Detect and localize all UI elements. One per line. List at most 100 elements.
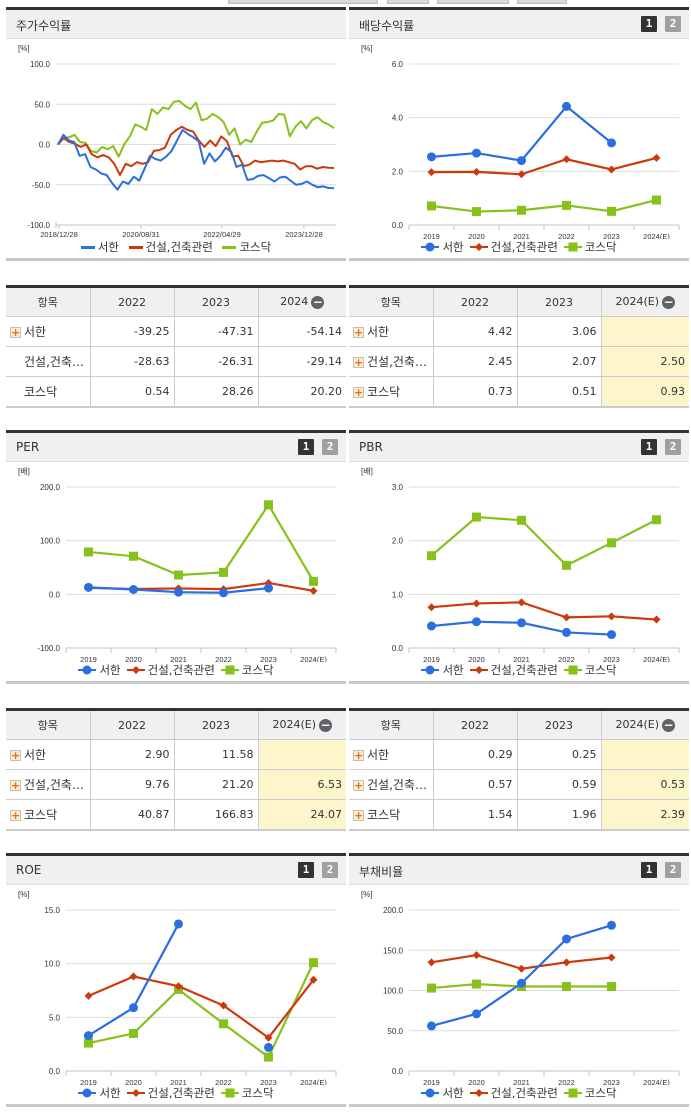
diamond-marker-icon — [469, 666, 488, 674]
chart-legend: 서한 건설,건축관련 코스닥 — [349, 1085, 689, 1101]
view-2-button[interactable]: 2 — [322, 439, 338, 455]
svg-text:2020/08/31: 2020/08/31 — [122, 230, 160, 239]
expand-icon[interactable]: + — [353, 326, 364, 339]
collapse-icon[interactable]: − — [319, 717, 333, 732]
legend-item-seohan[interactable]: 서한 — [80, 239, 119, 255]
collapse-icon[interactable]: − — [662, 717, 676, 732]
expand-icon[interactable]: + — [10, 779, 21, 792]
expand-icon[interactable]: + — [353, 808, 364, 822]
expand-icon[interactable]: + — [353, 385, 364, 399]
view-1-button[interactable]: 1 — [641, 16, 657, 32]
expand-icon[interactable]: + — [10, 749, 21, 762]
chart-area: [%] 200.0 150.0 100.0 50.0 0.0 2019 2020 2021 202… — [349, 885, 689, 1107]
legend-item-construction[interactable]: 건설,건축관련 — [469, 662, 558, 678]
view-2-button[interactable]: 2 — [665, 16, 681, 32]
column-header: 2022 — [89, 709, 174, 740]
expand-icon[interactable]: + — [353, 779, 364, 792]
view-2-button[interactable]: 2 — [322, 862, 338, 878]
stock-return-table: 항목 2022 2023 2024− + 서한 -39.25 -47.31 -54.14 건설,건… — [6, 285, 346, 408]
view-1-button[interactable]: 1 — [641, 439, 657, 455]
legend-item-seohan[interactable]: 서한 — [421, 1085, 464, 1101]
column-header: 2024− — [257, 286, 346, 317]
table-cell: 0.73 — [432, 376, 517, 407]
legend-item-kosdaq[interactable]: 코스닥 — [222, 239, 271, 255]
column-header: 2022 — [89, 286, 174, 317]
legend-label: 건설,건축관련 — [147, 663, 215, 677]
square-marker-icon — [563, 665, 582, 675]
row-label: 코스닥 — [367, 807, 401, 822]
view-1-button[interactable]: 1 — [298, 862, 314, 878]
pbr-table: 항목 2022 2023 2024(E) − + 서한 0.29 0.25 + 건설,건축… 0.57… — [349, 708, 689, 831]
svg-text:2021: 2021 — [513, 1078, 530, 1085]
svg-text:2022/04/29: 2022/04/29 — [203, 230, 241, 239]
table-cell: 21.20 — [173, 769, 258, 800]
legend-label: 서한 — [99, 663, 121, 677]
legend-item-construction[interactable]: 건설,건축관련 — [126, 662, 215, 678]
svg-text:2019: 2019 — [80, 655, 97, 662]
table-cell: 9.76 — [89, 769, 174, 800]
svg-text:2022: 2022 — [558, 232, 575, 239]
table-cell: 1.96 — [516, 799, 601, 830]
svg-text:2.0: 2.0 — [392, 537, 404, 546]
legend-item-seohan[interactable]: 서한 — [78, 1085, 121, 1101]
chart-legend: 서한 건설,건축관련 코스닥 — [6, 1085, 346, 1101]
svg-text:2024(E): 2024(E) — [300, 1078, 327, 1085]
legend-item-kosdaq[interactable]: 코스닥 — [563, 1085, 617, 1101]
legend-item-kosdaq[interactable]: 코스닥 — [220, 662, 274, 678]
line-marker-icon — [128, 246, 143, 249]
dividend-yield-chart: [%] 6.0 4.0 2.0 0.0 2019 2020 2021 2022 2023 2024(… — [361, 44, 680, 241]
table-row: 건설,건축… -28.63 -26.31 -29.14 — [6, 346, 346, 377]
legend-item-kosdaq[interactable]: 코스닥 — [563, 662, 617, 678]
top-tab-stub — [387, 0, 429, 4]
view-2-button[interactable]: 2 — [665, 439, 681, 455]
legend-item-kosdaq[interactable]: 코스닥 — [220, 1085, 274, 1101]
square-marker-icon — [563, 1088, 582, 1098]
svg-text:[배]: [배] — [18, 467, 30, 476]
legend-item-seohan[interactable]: 서한 — [421, 239, 464, 255]
legend-item-construction[interactable]: 건설,건축관련 — [469, 1085, 558, 1101]
view-1-button[interactable]: 1 — [641, 862, 657, 878]
svg-text:2024(E): 2024(E) — [643, 655, 670, 662]
svg-text:4.0: 4.0 — [392, 114, 404, 123]
line-marker-icon — [80, 246, 95, 249]
panel-header: 주가수익률 — [6, 7, 346, 39]
svg-text:2023: 2023 — [260, 655, 277, 662]
svg-text:0.0: 0.0 — [49, 590, 61, 599]
legend-label: 서한 — [442, 1086, 464, 1100]
legend-item-construction[interactable]: 건설,건축관련 — [126, 1085, 215, 1101]
svg-text:2023: 2023 — [603, 1078, 620, 1085]
line-marker-icon — [222, 246, 237, 249]
legend-item-seohan[interactable]: 서한 — [78, 662, 121, 678]
row-label: 서한 — [367, 325, 390, 339]
expand-icon[interactable]: + — [353, 749, 364, 762]
legend-item-construction[interactable]: 건설,건축관련 — [128, 239, 213, 255]
expand-icon[interactable]: + — [353, 356, 364, 369]
circle-marker-icon — [421, 242, 440, 252]
table-cell: -54.14 — [257, 316, 346, 347]
table-cell: -47.31 — [173, 316, 258, 347]
svg-text:[%]: [%] — [18, 890, 30, 899]
svg-text:2019: 2019 — [80, 1078, 97, 1085]
svg-text:2023: 2023 — [603, 655, 620, 662]
legend-item-seohan[interactable]: 서한 — [421, 662, 464, 678]
expand-icon[interactable]: + — [10, 808, 21, 822]
view-1-button[interactable]: 1 — [298, 439, 314, 455]
chart-area: [%] 100.0 50.0 0.0 -50.0 -100.0 2018/12/28 2020… — [6, 39, 346, 261]
table-cell — [600, 739, 689, 770]
collapse-icon[interactable]: − — [311, 294, 325, 309]
table-row: + 코스닥 1.54 1.96 2.39 — [349, 799, 689, 830]
view-2-button[interactable]: 2 — [665, 862, 681, 878]
legend-label: 코스닥 — [584, 1086, 617, 1100]
collapse-icon[interactable]: − — [662, 294, 676, 309]
legend-item-construction[interactable]: 건설,건축관련 — [469, 239, 558, 255]
row-label: 건설,건축… — [367, 778, 427, 792]
legend-item-kosdaq[interactable]: 코스닥 — [563, 239, 617, 255]
legend-label: 코스닥 — [241, 663, 274, 677]
circle-marker-icon — [421, 1088, 440, 1098]
svg-text:[배]: [배] — [361, 467, 373, 476]
expand-icon[interactable]: + — [10, 326, 21, 339]
table-row: + 서한 0.29 0.25 — [349, 739, 689, 770]
